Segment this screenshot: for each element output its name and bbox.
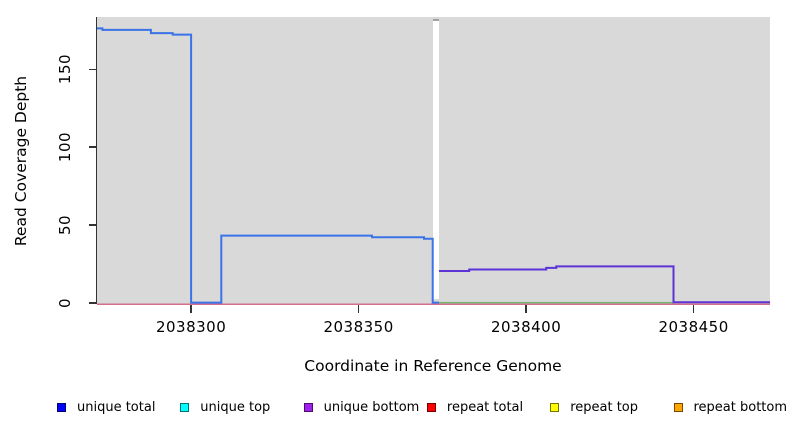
- y-tick-label: 0: [56, 297, 74, 309]
- masked-region-cap: [432, 19, 440, 21]
- x-tick-label: 2038300: [155, 318, 227, 336]
- legend-swatch-icon: [57, 403, 66, 412]
- x-tick: [190, 305, 192, 313]
- legend-swatch-icon: [550, 403, 560, 412]
- legend-label: unique top: [200, 400, 271, 415]
- x-tick: [357, 305, 360, 313]
- series-line-unique-total: [97, 27, 439, 304]
- y-tick: [89, 302, 96, 304]
- x-axis-title: Coordinate in Reference Genome: [304, 357, 562, 375]
- legend-swatch-icon: [673, 403, 683, 412]
- legend-label: repeat top: [570, 400, 638, 415]
- x-tick-label: 2038450: [658, 318, 729, 336]
- y-tick: [89, 68, 96, 71]
- legend-swatch-icon: [303, 403, 313, 412]
- x-tick-label: 2038400: [490, 318, 562, 336]
- legend: unique total unique top unique bottom repea…: [0, 398, 792, 422]
- legend-label: repeat bottom: [693, 400, 788, 415]
- y-tick-label: 150: [56, 54, 74, 85]
- series-line-unique-bottom: [439, 265, 770, 304]
- x-tick: [692, 305, 695, 313]
- y-tick-label: 50: [56, 215, 74, 236]
- y-tick: [89, 146, 96, 148]
- x-tick-label: 2038350: [323, 318, 394, 336]
- legend-swatch-icon: [180, 403, 190, 412]
- y-tick: [89, 224, 96, 226]
- legend-label: unique bottom: [323, 400, 420, 415]
- masked-region: [432, 21, 440, 299]
- y-tick-label: 100: [56, 132, 74, 163]
- y-axis-title: Read Coverage Depth: [12, 75, 30, 247]
- legend-label: unique total: [77, 400, 156, 415]
- legend-label: repeat total: [446, 400, 524, 415]
- y-axis-line: [95, 17, 97, 304]
- legend-swatch-icon: [426, 403, 436, 412]
- x-tick: [525, 305, 527, 313]
